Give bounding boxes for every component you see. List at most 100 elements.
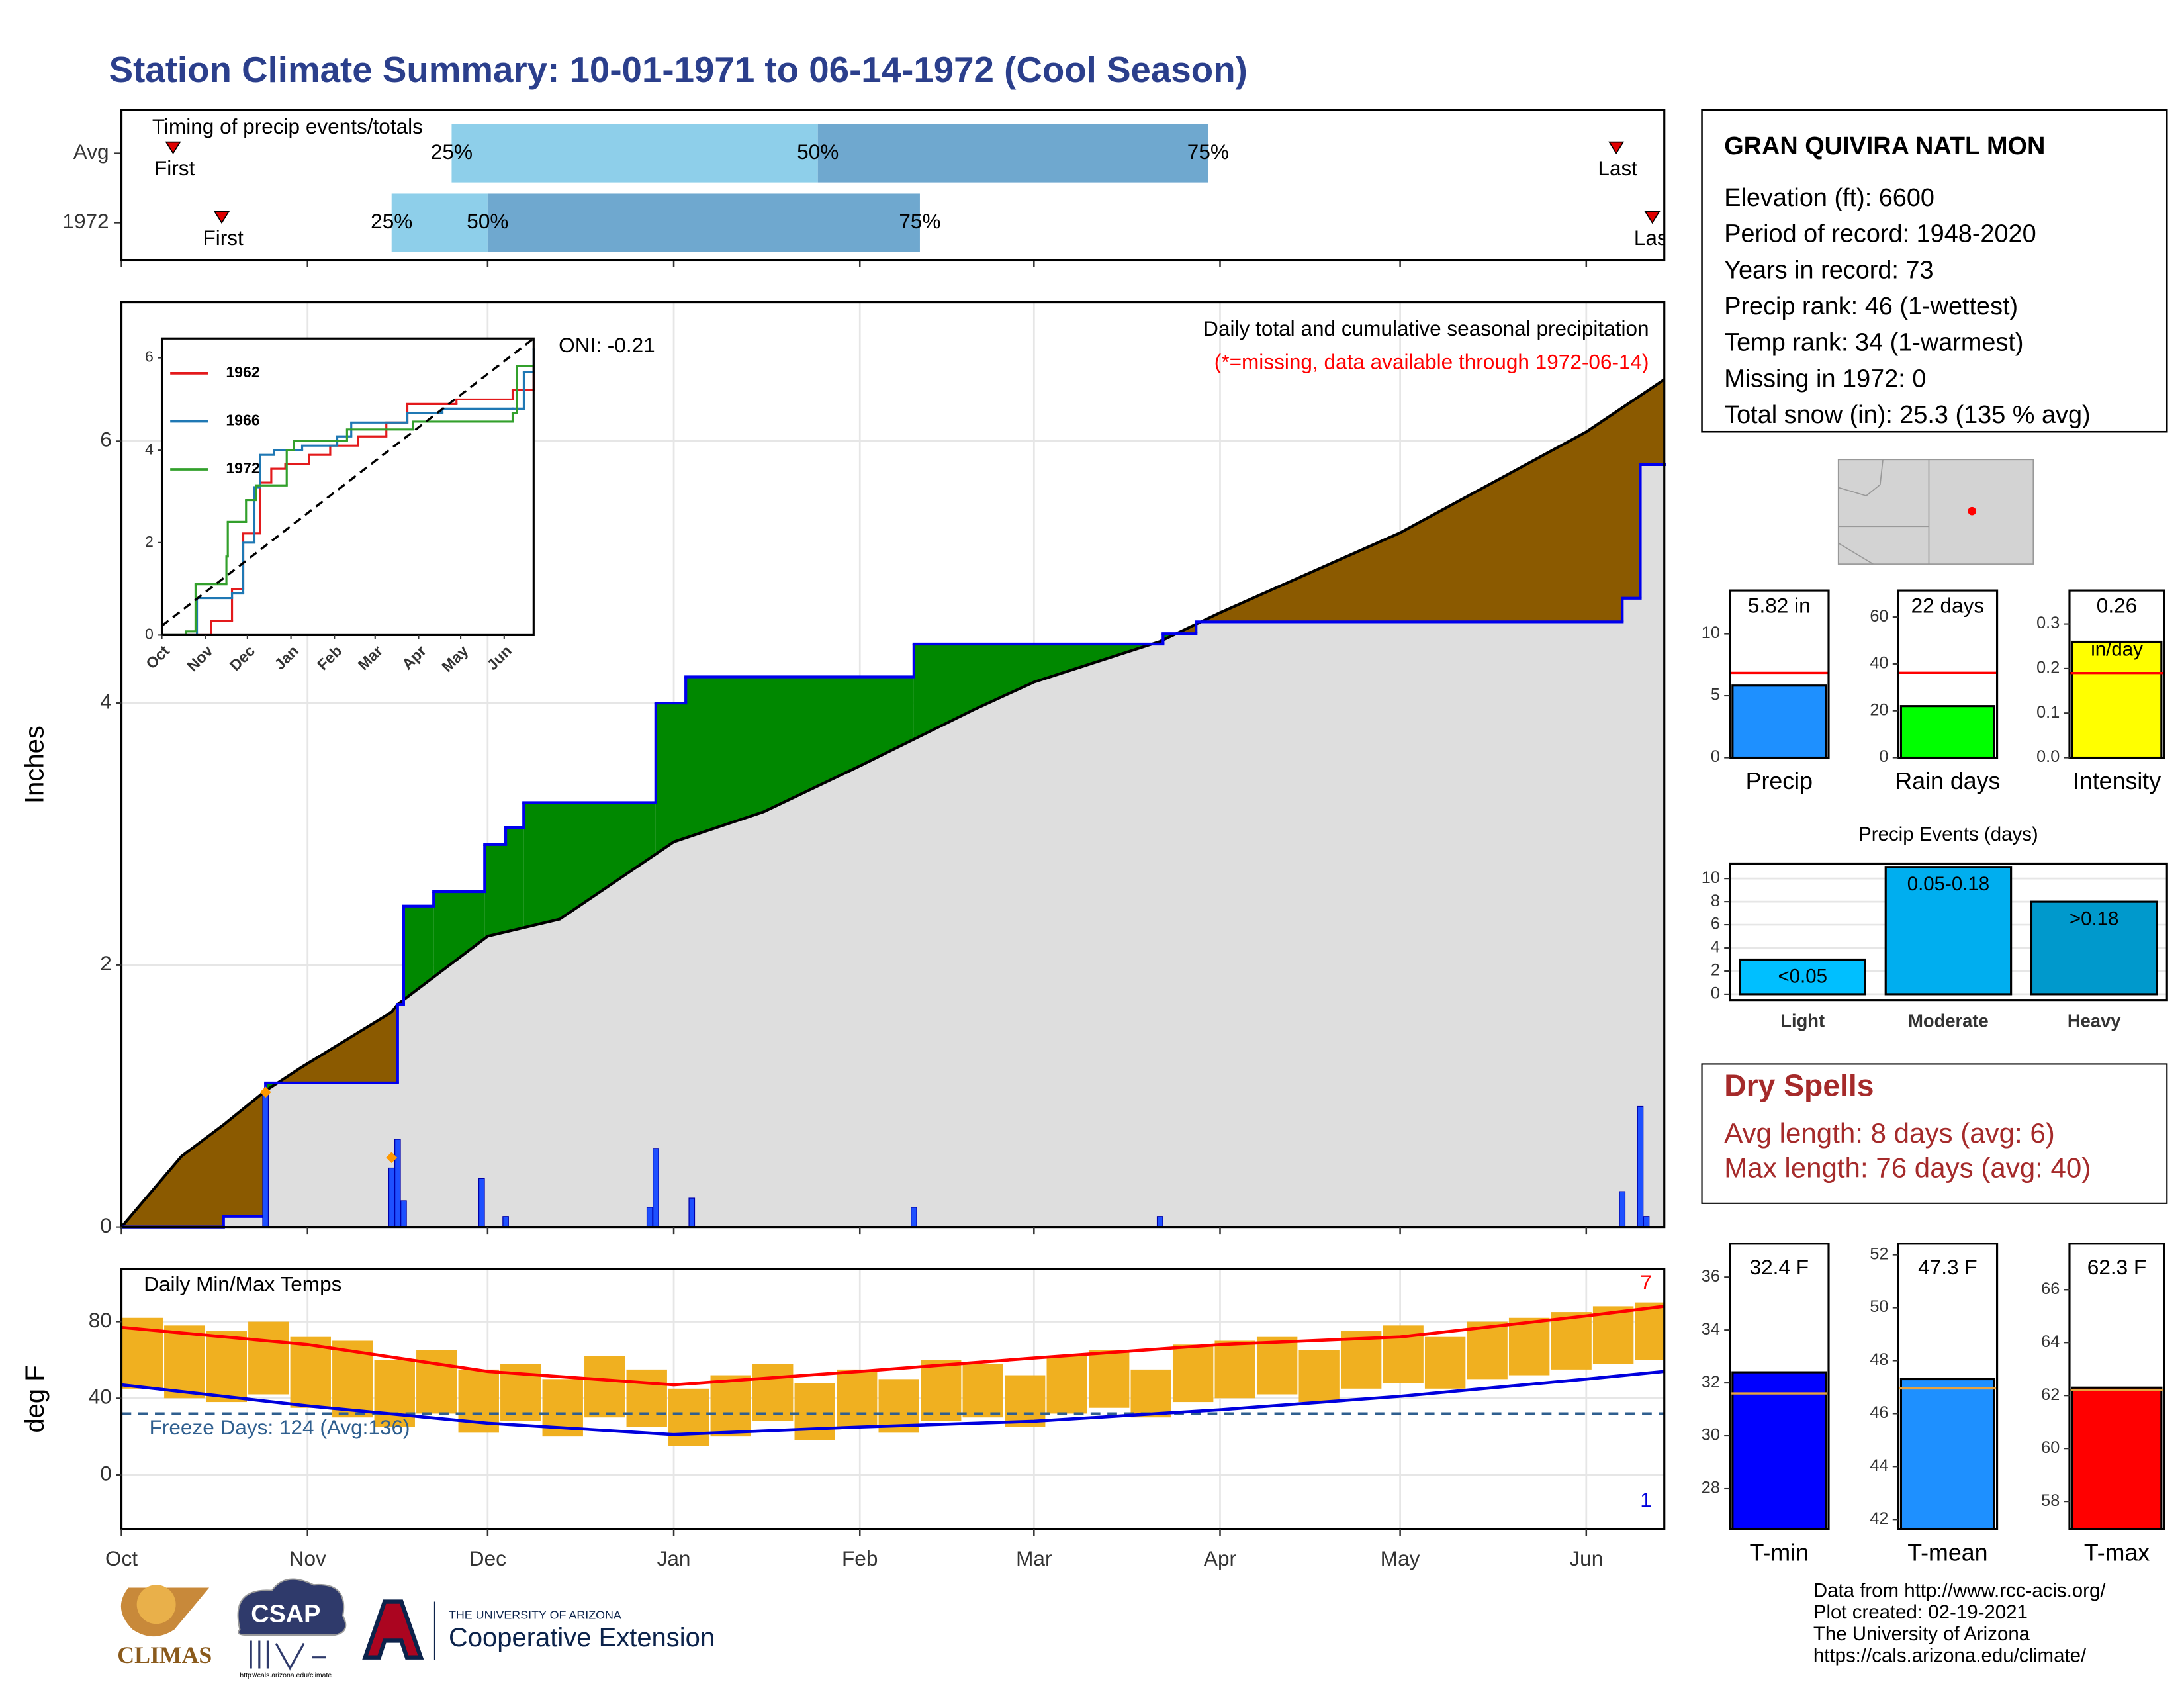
temp-range-bar: [1172, 1344, 1214, 1403]
avg-max-line: [121, 1305, 1665, 1387]
plot-frame: [2068, 589, 2165, 759]
freeze-label: Freeze Days: 124 (Avg:136): [150, 1415, 410, 1439]
temp-range-bar: [794, 1383, 835, 1440]
legend-label: 1962: [226, 363, 259, 381]
timing-marker: [1644, 211, 1661, 224]
temp-range-bar: [416, 1350, 457, 1414]
temp-range-bar: [206, 1331, 247, 1403]
x-tick-label: Dec: [469, 1546, 506, 1570]
quartile-label: 25%: [371, 209, 412, 233]
daily-bar: [652, 1148, 659, 1228]
temp-range-bar: [1298, 1350, 1340, 1403]
temp-range-bar: [921, 1360, 962, 1421]
quartile-label: 50%: [467, 209, 508, 233]
x-axis-label: Rain days: [1895, 768, 2000, 794]
record-low-count: 1: [1640, 1487, 1652, 1511]
y-tick-label: 62: [2041, 1385, 2060, 1404]
y-tick-label: 10: [1702, 868, 1720, 887]
quartile-label: 25%: [431, 140, 473, 164]
y-tick-label: 30: [1702, 1426, 1720, 1444]
timing-marker: [213, 211, 230, 224]
y-tick-label: 0: [1711, 984, 1720, 1003]
dry-spell-line: Max length: 76 days (avg: 40): [1724, 1152, 2091, 1183]
y-tick-label: 0: [1879, 747, 1888, 766]
temp-range-bar: [290, 1336, 331, 1408]
value-bar: [1731, 684, 1827, 759]
y-tick-label: 44: [1870, 1456, 1888, 1475]
average-line: [161, 337, 535, 627]
map-region: [1837, 459, 2034, 565]
temp-range-bar: [752, 1364, 794, 1421]
plot-frame: [1729, 1243, 1830, 1530]
station-location: [1968, 506, 1977, 516]
temp-range-bar: [668, 1388, 709, 1446]
plot-frame: [1897, 1243, 1999, 1530]
event-bar: [1884, 866, 2013, 996]
temp-range-bar: [1256, 1336, 1298, 1395]
daily-bar: [262, 1092, 269, 1228]
value-bar: [1899, 705, 1995, 759]
plot-frame: [120, 1268, 1666, 1530]
row-label: 1972: [62, 209, 109, 233]
daily-bar: [478, 1178, 485, 1228]
y-tick-label: 6: [100, 428, 112, 451]
station-line: Missing in 1972: 0: [1724, 365, 1926, 393]
csap-url: http://cals.arizona.edu/climate: [240, 1671, 332, 1679]
y-tick-label: 0.1: [2036, 703, 2060, 722]
quartile-label: 75%: [899, 209, 940, 233]
unit-label: in/day: [2091, 638, 2143, 660]
temp-range-bar: [1004, 1375, 1046, 1427]
timing-label: Last: [1598, 156, 1637, 180]
temp-range-bar: [1130, 1369, 1171, 1418]
plot-frame: [120, 109, 1666, 262]
y-tick-label: 0.2: [2036, 659, 2060, 677]
panel-title: Daily Min/Max Temps: [144, 1272, 341, 1295]
timing-label: Last: [1634, 226, 1674, 250]
y-tick-label: 8: [1711, 892, 1720, 910]
y-tick-label: 20: [1870, 700, 1888, 719]
daily-bar: [502, 1216, 509, 1228]
y-axis-label: deg F: [21, 1365, 50, 1432]
y-tick-label: 60: [1870, 607, 1888, 626]
y-tick-label: 80: [89, 1308, 112, 1332]
y-tick-label: 4: [1711, 938, 1720, 957]
x-axis-label: T-mean: [1907, 1539, 1987, 1566]
x-tick-label: Jan: [657, 1546, 691, 1570]
temp-range-bar: [1635, 1302, 1664, 1360]
temp-range-bar: [626, 1369, 667, 1427]
x-axis-label: T-max: [2084, 1539, 2150, 1566]
station-line: Temp rank: 34 (1-warmest): [1724, 329, 2023, 357]
temp-range-bar: [1508, 1317, 1550, 1376]
ua-logo: [362, 1599, 424, 1660]
y-tick-label: 4: [145, 440, 154, 457]
temp-range-bar: [164, 1325, 205, 1399]
annotation: ONI: -0.21: [559, 333, 655, 357]
y-tick-label: 10: [1702, 624, 1720, 642]
climas-logo-text: CLIMAS: [117, 1642, 212, 1668]
extension-name: Cooperative Extension: [449, 1623, 715, 1652]
bin-label: 0.05-0.18: [1907, 873, 1989, 895]
annotation: Daily total and cumulative seasonal prec…: [1203, 316, 1649, 340]
y-tick-label: 64: [2041, 1333, 2060, 1351]
legend-label: 1972: [226, 459, 259, 477]
x-tick-label: Heavy: [2068, 1011, 2121, 1031]
row-label: Avg: [73, 140, 109, 164]
value-bar: [2071, 1386, 2163, 1530]
temp-range-bar: [710, 1375, 751, 1437]
timing-marker: [165, 141, 181, 155]
value-label: 47.3 F: [1918, 1255, 1977, 1279]
value-label: 62.3 F: [2087, 1255, 2146, 1279]
y-tick-label: 2: [1711, 961, 1720, 980]
y-tick-label: 52: [1870, 1244, 1888, 1263]
plot-frame: [120, 301, 1666, 1229]
csap-logo-text: CSAP: [251, 1601, 320, 1628]
temp-range-bar: [584, 1356, 625, 1418]
footer-line: Data from http://www.rcc-acis.org/: [1813, 1580, 2106, 1602]
x-tick-label: Jun: [1569, 1546, 1603, 1570]
quartile-label: 50%: [797, 140, 839, 164]
daily-bar: [1637, 1105, 1644, 1228]
temp-range-bar: [837, 1369, 878, 1427]
quartile-bar: [817, 124, 1208, 183]
